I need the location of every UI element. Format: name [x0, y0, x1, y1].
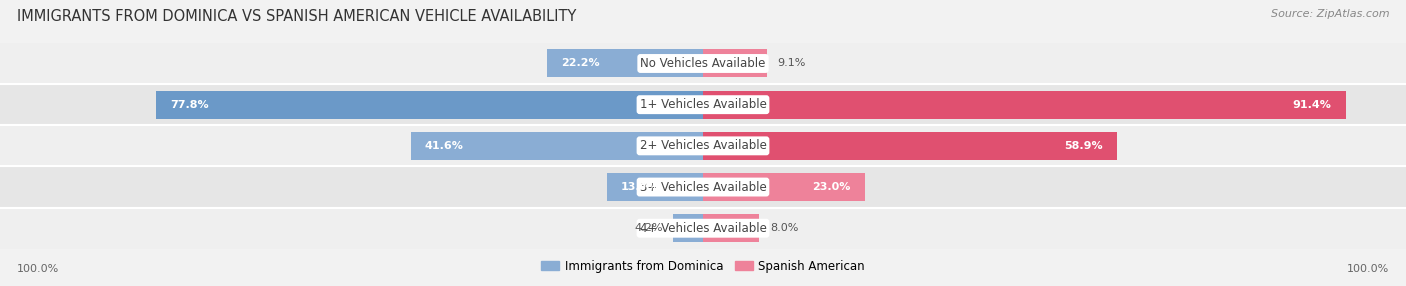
Text: 100.0%: 100.0% — [1347, 264, 1389, 274]
Text: 22.2%: 22.2% — [561, 59, 599, 68]
Bar — [673, 214, 703, 242]
Text: 2+ Vehicles Available: 2+ Vehicles Available — [640, 139, 766, 152]
Text: 23.0%: 23.0% — [813, 182, 851, 192]
Text: 1+ Vehicles Available: 1+ Vehicles Available — [640, 98, 766, 111]
Text: 8.0%: 8.0% — [770, 223, 799, 233]
Bar — [703, 91, 1346, 119]
Bar — [0, 84, 1406, 125]
Bar — [703, 49, 768, 78]
Bar — [703, 214, 759, 242]
Bar — [0, 125, 1406, 166]
Text: 100.0%: 100.0% — [17, 264, 59, 274]
Bar — [703, 132, 1118, 160]
Text: 9.1%: 9.1% — [778, 59, 806, 68]
Text: 4.2%: 4.2% — [634, 223, 664, 233]
Text: IMMIGRANTS FROM DOMINICA VS SPANISH AMERICAN VEHICLE AVAILABILITY: IMMIGRANTS FROM DOMINICA VS SPANISH AMER… — [17, 9, 576, 23]
Text: Source: ZipAtlas.com: Source: ZipAtlas.com — [1271, 9, 1389, 19]
Bar — [0, 208, 1406, 249]
Text: 13.7%: 13.7% — [621, 182, 659, 192]
Text: 58.9%: 58.9% — [1064, 141, 1104, 151]
Bar — [411, 132, 703, 160]
Bar — [547, 49, 703, 78]
Bar — [607, 173, 703, 201]
Bar — [0, 43, 1406, 84]
Text: 4+ Vehicles Available: 4+ Vehicles Available — [640, 222, 766, 235]
Bar — [0, 166, 1406, 208]
Text: 3+ Vehicles Available: 3+ Vehicles Available — [640, 180, 766, 194]
Text: No Vehicles Available: No Vehicles Available — [640, 57, 766, 70]
Text: 77.8%: 77.8% — [170, 100, 208, 110]
Legend: Immigrants from Dominica, Spanish American: Immigrants from Dominica, Spanish Americ… — [536, 255, 870, 277]
Text: 41.6%: 41.6% — [425, 141, 464, 151]
Bar — [156, 91, 703, 119]
Text: 91.4%: 91.4% — [1292, 100, 1331, 110]
Bar — [703, 173, 865, 201]
